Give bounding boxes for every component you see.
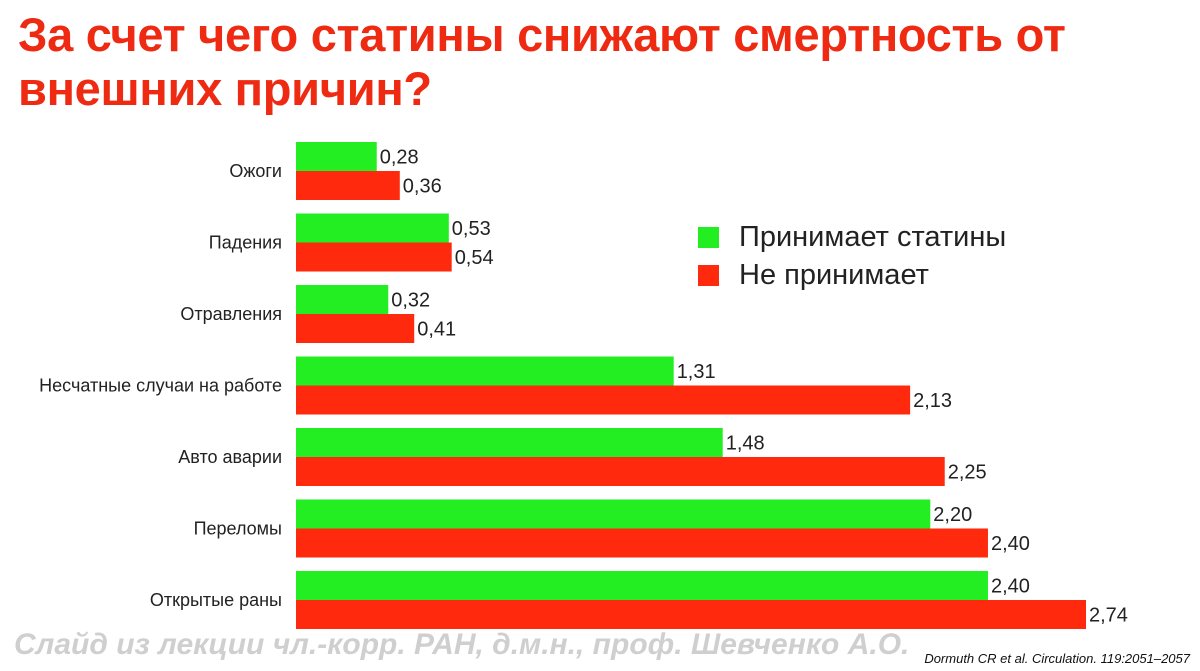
bar-statins [296,428,723,457]
bar-statins [296,571,988,600]
legend-swatch-no-statins [698,264,719,286]
slide-title: За счет чего статины снижают смертность … [18,8,1066,115]
value-label: 0,36 [403,176,442,198]
value-label: 2,74 [1089,605,1128,627]
bar-no-statins [296,528,988,558]
bar-no-statins [296,171,400,200]
value-label: 0,53 [452,218,491,240]
bar-no-statins [296,242,452,272]
value-label: 2,40 [991,533,1030,555]
source-citation: Dormuth CR et al. Circulation. 119:2051–… [924,651,1190,666]
bar-no-statins [296,314,415,343]
legend-item-no-statins: Не принимает [698,256,1006,294]
legend-swatch-statins [698,226,719,248]
category-label: Открытые раны [150,590,282,610]
lecture-watermark: Слайд из лекции чл.-корр. РАН, д.м.н., п… [14,628,910,661]
bar-statins [296,142,377,171]
value-label: 2,20 [933,504,972,526]
legend-label-statins: Принимает статины [739,220,1007,253]
value-label: 0,41 [417,319,456,341]
bar-no-statins [296,600,1086,629]
value-label: 0,28 [380,147,419,169]
bar-no-statins [296,457,945,486]
legend-item-statins: Принимает статины [698,218,1006,256]
value-label: 1,48 [726,433,765,455]
value-label: 1,31 [677,361,716,383]
bar-statins [296,356,674,386]
value-label: 2,13 [913,390,952,412]
category-label: Переломы [194,519,282,539]
chart-legend: Принимает статины Не принимает [698,218,1006,294]
bar-statins [296,213,449,243]
category-label: Падения [209,233,282,253]
value-label: 0,54 [455,247,494,269]
category-label: Ожоги [229,161,282,181]
legend-label-no-statins: Не принимает [739,258,929,291]
category-label: Отравления [180,304,282,324]
bar-no-statins [296,385,911,415]
value-label: 0,32 [391,290,430,312]
category-label: Авто аварии [178,447,282,467]
value-label: 2,25 [948,462,987,484]
category-label: Несчатные случаи на работе [39,376,282,396]
bar-statins [296,499,931,529]
bar-statins [296,285,389,314]
value-label: 2,40 [991,576,1030,598]
